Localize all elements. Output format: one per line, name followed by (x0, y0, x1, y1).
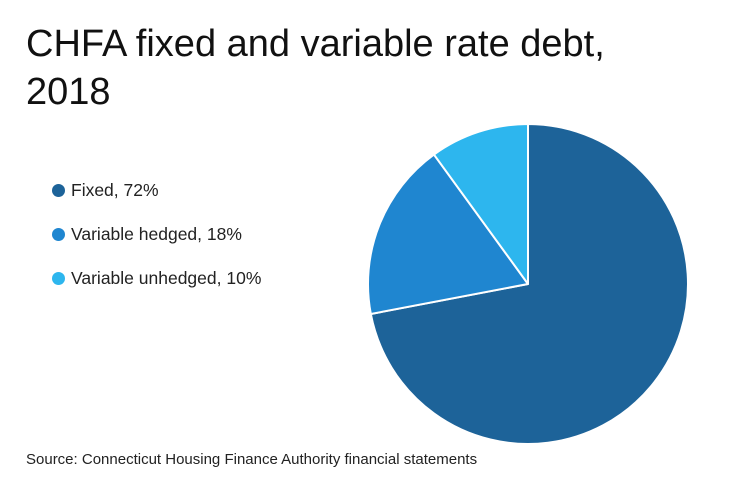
pie-slice-variable-unhedged (432, 123, 529, 285)
legend-swatch-variable-unhedged (52, 271, 65, 285)
pie-slice-variable-hedged (366, 153, 529, 315)
pie-slice-fixed (369, 123, 689, 445)
legend-label-fixed: Fixed, 72% (71, 179, 159, 200)
chart-title: CHFA fixed and variable rate debt, 2018 (26, 23, 605, 113)
pie-chart (366, 123, 689, 445)
legend-item-fixed: Fixed, 72% (52, 178, 261, 202)
legend-label-variable-unhedged: Variable unhedged, 10% (71, 267, 262, 288)
legend-item-variable-hedged: Variable hedged, 18% (52, 222, 261, 246)
legend-label-variable-hedged: Variable hedged, 18% (71, 223, 242, 244)
legend-swatch-variable-hedged (52, 227, 65, 241)
legend: Fixed, 72% Variable hedged, 18% Variable… (52, 178, 261, 310)
legend-swatch-fixed (52, 183, 65, 197)
source-note: Source: Connecticut Housing Finance Auth… (26, 451, 478, 468)
legend-item-variable-unhedged: Variable unhedged, 10% (52, 266, 261, 290)
